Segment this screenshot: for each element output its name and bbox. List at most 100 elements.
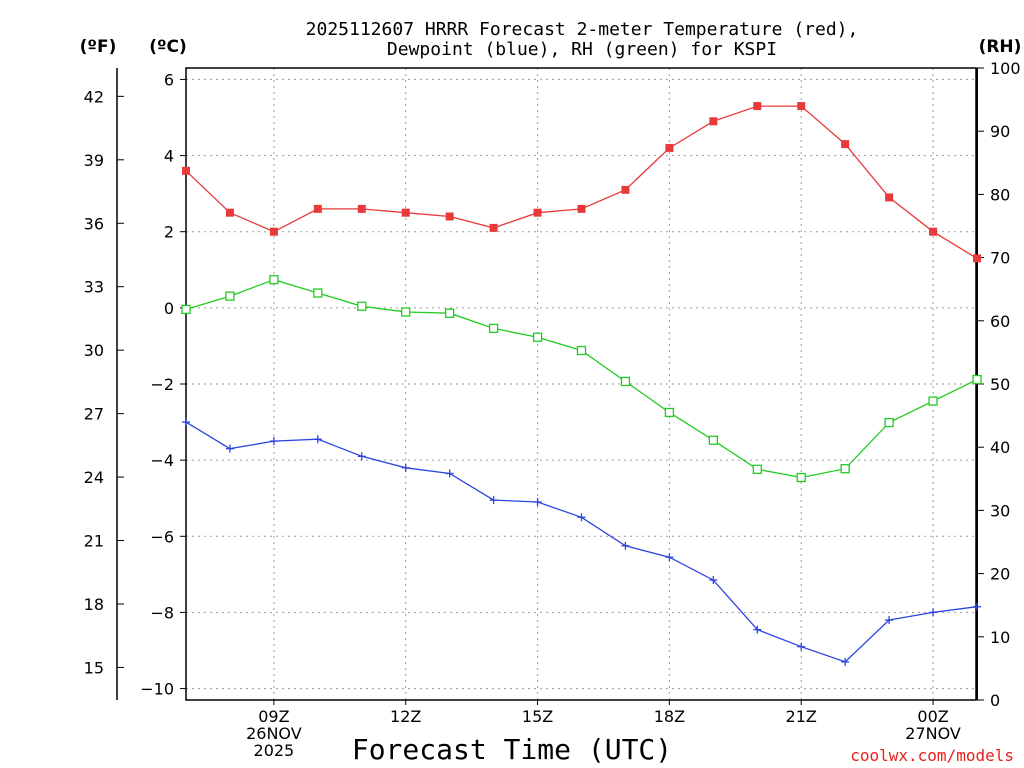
time-tick-label: 12Z [390, 707, 421, 726]
dewpoint-point [621, 541, 630, 550]
fahrenheit-axis: 42 39 36 33 30 27 24 21 18 15 [84, 87, 124, 677]
gridlines [186, 68, 977, 700]
dewpoint-point [445, 469, 454, 478]
time-tick-label: 15Z [522, 707, 553, 726]
rh-unit-label: (RH) [979, 37, 1022, 57]
time-tick-label: 26NOV [246, 724, 302, 743]
dewpoint-point [357, 452, 366, 461]
fahrenheit-tick-label: 18 [84, 595, 104, 614]
celsius-tick-label: −4 [150, 451, 174, 470]
temperature-point [269, 227, 278, 236]
time-tick-label: 27NOV [905, 724, 961, 743]
rh-point [313, 288, 323, 298]
temperature-point [182, 166, 190, 175]
title-line-2: Dewpoint (blue), RH (green) for KSPI [387, 39, 777, 60]
dewpoint-point [885, 616, 894, 625]
time-tick-label: 2025 [254, 741, 295, 760]
dewpoint-point [313, 435, 322, 444]
data-series [181, 102, 982, 666]
rh-point [357, 301, 367, 311]
temperature-point [621, 185, 630, 194]
time-tick-label: 18Z [654, 707, 685, 726]
rh-point [972, 374, 982, 385]
plot-area-frame [185, 67, 977, 701]
rh-tick-label: 90 [990, 122, 1010, 141]
temperature-line [185, 105, 978, 259]
temperature-point [665, 143, 674, 152]
temperature-point [973, 254, 981, 263]
dewpoint-point [665, 553, 674, 562]
fahrenheit-tick-label: 33 [84, 278, 104, 297]
dewpoint-point [401, 463, 410, 472]
dewpoint-point [269, 437, 278, 446]
rh-tick-label: 40 [990, 438, 1010, 457]
fahrenheit-unit-label: (ºF) [80, 37, 117, 57]
temperature-point [797, 102, 806, 111]
title-line-1: 2025112607 HRRR Forecast 2-meter Tempera… [306, 19, 859, 40]
temperature-point [709, 117, 718, 126]
fahrenheit-tick-label: 15 [84, 658, 104, 677]
fahrenheit-tick-label: 36 [84, 214, 104, 233]
dewpoint-point [709, 576, 718, 585]
dewpoint-point [973, 602, 981, 611]
dewpoint-point [929, 608, 938, 617]
rh-tick-label: 30 [990, 501, 1010, 520]
fahrenheit-tick-label: 27 [84, 405, 104, 424]
rh-tick-label: 80 [990, 185, 1010, 204]
time-tick-label: 21Z [786, 707, 817, 726]
dewpoint-point [753, 625, 762, 634]
temperature-point [225, 208, 234, 217]
temperature-point [445, 212, 454, 221]
rh-tick-label: 70 [990, 249, 1010, 268]
fahrenheit-tick-label: 42 [84, 87, 104, 106]
rh-point [488, 323, 499, 334]
rh-point [576, 345, 587, 356]
celsius-tick-label: 6 [164, 70, 174, 89]
temperature-point [929, 227, 938, 236]
dewpoint-point [797, 642, 806, 651]
dewpoint-point [577, 513, 586, 522]
temperature-point [489, 223, 498, 232]
celsius-tick-label: 2 [164, 223, 174, 242]
fahrenheit-tick-label: 39 [84, 151, 104, 170]
celsius-tick-label: −8 [150, 603, 174, 622]
series-temperature [182, 102, 981, 263]
rh-point [445, 308, 455, 318]
celsius-tick-label: −2 [150, 375, 174, 394]
time-tick-label: 09Z [258, 707, 289, 726]
rh-point [884, 417, 894, 428]
celsius-tick-label: 4 [164, 147, 174, 166]
dewpoint-point [841, 657, 850, 666]
x-axis-label: Forecast Time (UTC) [352, 733, 672, 766]
temperature-point [577, 204, 586, 213]
temperature-point [357, 204, 366, 213]
rh-point [401, 307, 411, 317]
temperature-point [885, 193, 894, 202]
rh-point [664, 407, 675, 418]
rh-point [225, 291, 235, 301]
celsius-axis: 6 4 2 0 −2 −4 −6 −8 −10 [140, 70, 186, 699]
rh-point [181, 304, 191, 315]
rh-tick-label: 0 [990, 691, 1000, 710]
series-rh [181, 275, 982, 483]
dewpoint-line [185, 421, 978, 663]
rh-tick-label: 100 [990, 59, 1021, 78]
temperature-point [841, 140, 850, 149]
temperature-point [753, 102, 762, 111]
dewpoint-point [182, 418, 190, 427]
rh-point [620, 376, 631, 387]
chart-title: 2025112607 HRRR Forecast 2-meter Tempera… [306, 19, 859, 60]
dewpoint-point [225, 444, 234, 453]
fahrenheit-tick-label: 24 [84, 468, 104, 487]
temperature-point [313, 204, 322, 213]
series-dewpoint [182, 418, 981, 666]
rh-tick-label: 20 [990, 565, 1010, 584]
time-tick-label: 00Z [917, 707, 948, 726]
rh-point [532, 332, 543, 342]
rh-point [840, 464, 850, 474]
celsius-unit-label: (ºC) [149, 37, 187, 57]
dewpoint-point [489, 496, 498, 505]
celsius-tick-label: −10 [140, 680, 174, 699]
